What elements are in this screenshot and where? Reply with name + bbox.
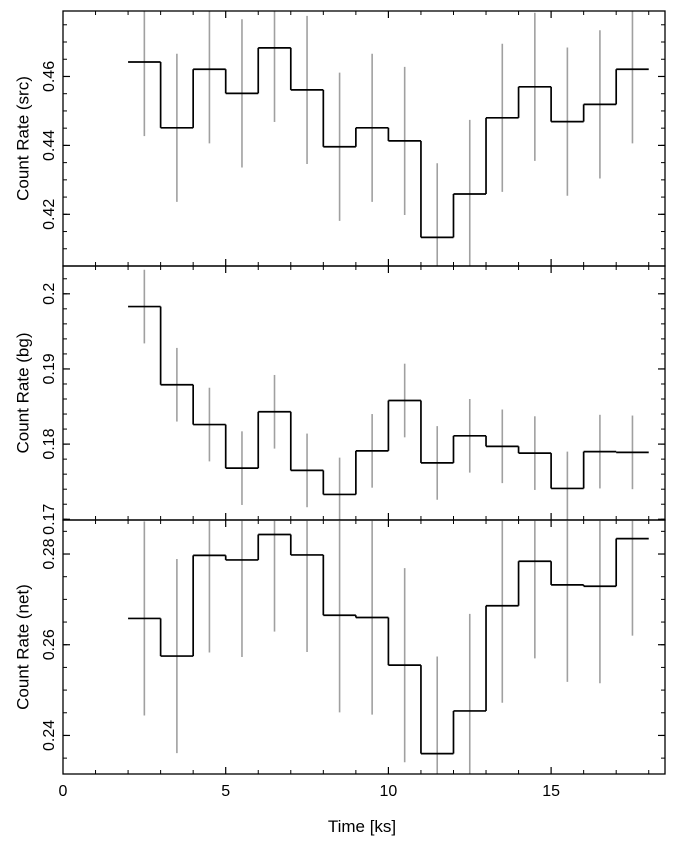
panel-net: 0.24 0.26 0.28 0 5 10 15 Count Rate (net): [13, 519, 666, 800]
net-ticks: [63, 520, 665, 774]
x-tick-label: 15: [542, 783, 560, 800]
y-tick-label: 0.2: [41, 283, 58, 305]
y-tick-label: 0.26: [41, 629, 58, 660]
y-tick-label: 0.28: [41, 538, 58, 569]
y-tick-label: 0.24: [41, 720, 58, 751]
net-panel-frame: [62, 519, 666, 775]
y-tick-label: 0.17: [41, 504, 58, 535]
y-tick-label: 0.19: [41, 353, 58, 384]
x-tick-label: 10: [380, 783, 398, 800]
y-tick-label: 0.46: [41, 61, 58, 92]
net-tick-labels: 0.24 0.26 0.28 0 5 10 15: [41, 538, 560, 800]
x-tick-label: 5: [221, 783, 230, 800]
net-error-bars: [143, 520, 634, 774]
bg-ticks: [63, 266, 665, 520]
y-tick-label: 0.18: [41, 428, 58, 459]
src-ticks: [63, 11, 665, 266]
src-marks: [128, 47, 649, 239]
bg-marks: [128, 305, 649, 496]
src-y-axis-label: Count Rate (src): [13, 76, 32, 201]
y-tick-label: 0.42: [41, 199, 58, 230]
bg-error-bars: [143, 269, 634, 520]
x-axis-label: Time [ks]: [328, 817, 396, 836]
panel-src: 0.42 0.44 0.46 Count Rate (src): [13, 10, 666, 267]
net-y-axis-label: Count Rate (net): [13, 584, 32, 710]
src-panel-frame: [62, 10, 666, 267]
y-tick-label: 0.44: [41, 130, 58, 161]
x-tick-label: 0: [59, 783, 68, 800]
bg-panel-frame: [62, 265, 666, 521]
net-marks: [128, 533, 649, 755]
panel-bg: 0.17 0.18 0.19 0.2 Count Rate (bg): [13, 265, 666, 535]
bg-tick-labels: 0.17 0.18 0.19 0.2: [41, 283, 58, 535]
bg-y-axis-label: Count Rate (bg): [13, 333, 32, 454]
src-tick-labels: 0.42 0.44 0.46: [41, 61, 58, 230]
